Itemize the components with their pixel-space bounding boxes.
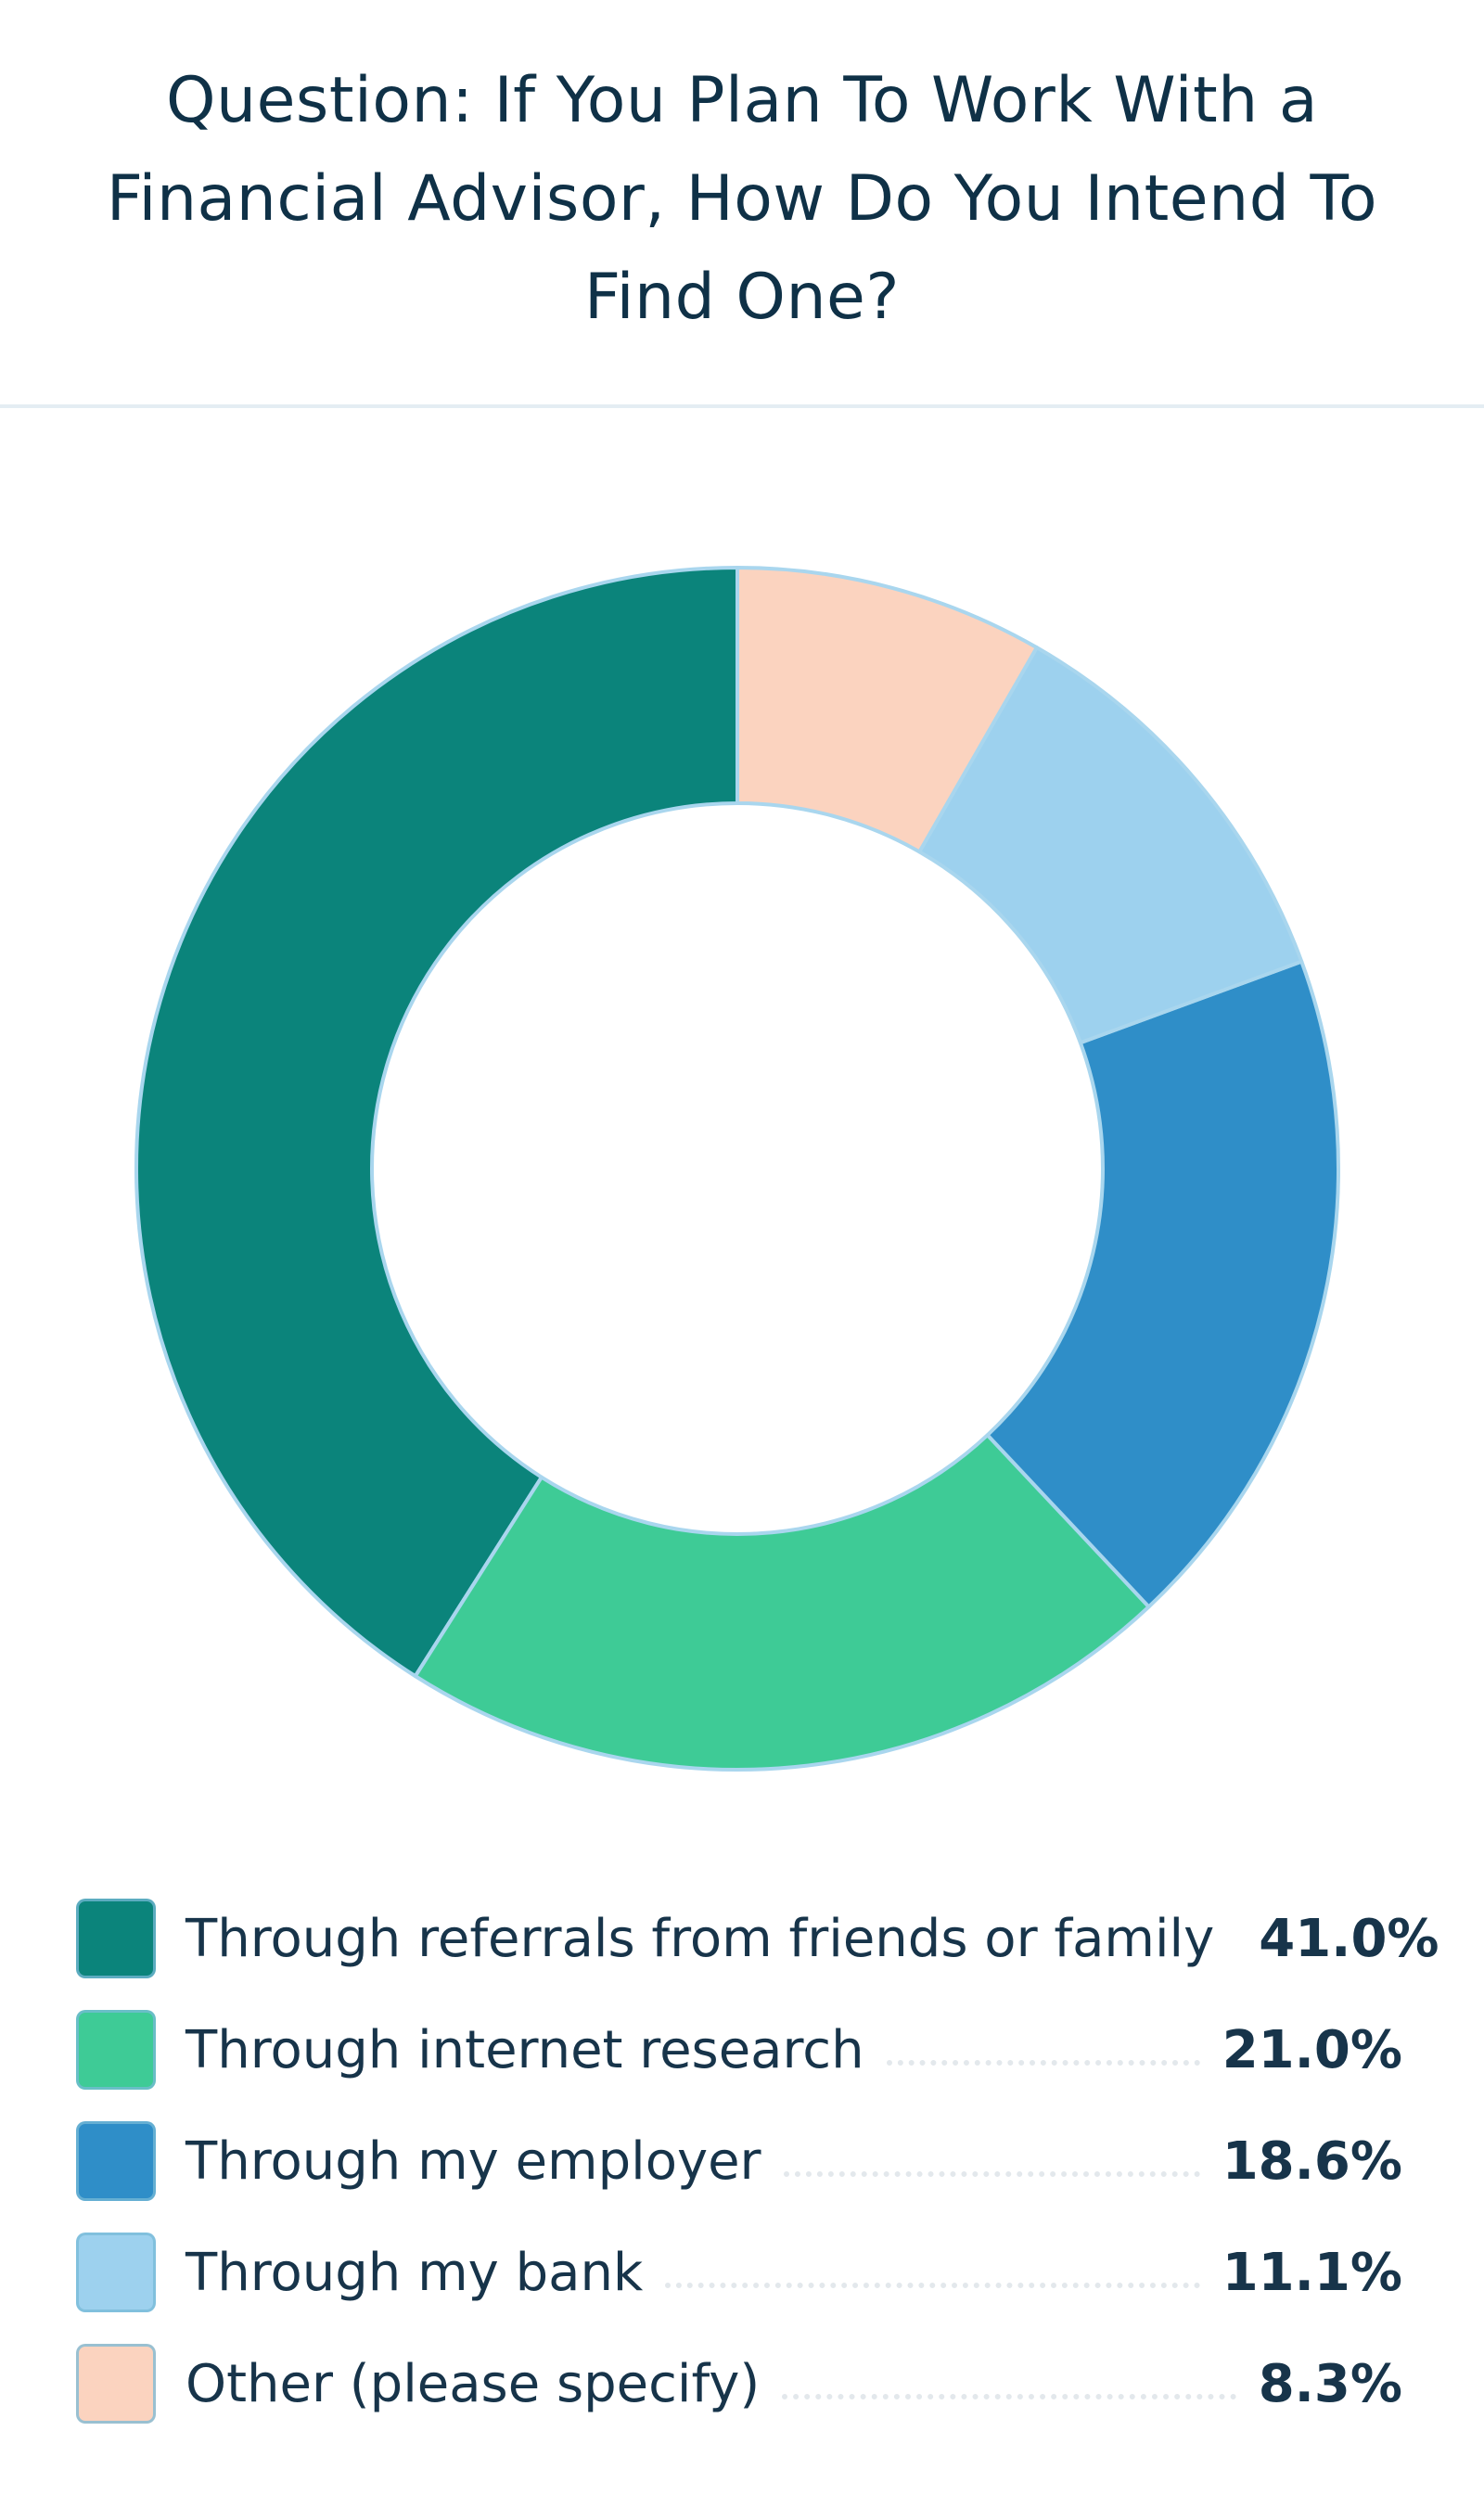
legend-value-employer: 18.6% <box>1222 2130 1402 2192</box>
legend-leader <box>783 2171 1200 2177</box>
donut-slices <box>134 566 1340 1772</box>
chart-title: Question: If You Plan To Work With a Fin… <box>106 64 1378 334</box>
legend-leader <box>782 2394 1236 2399</box>
legend-label-bank: Through my bank <box>186 2242 644 2303</box>
legend-item-referrals[interactable]: Through referrals from friends or family… <box>76 1883 1439 1994</box>
legend-item-other[interactable]: Other (please specify) 8.3% <box>76 2328 1402 2439</box>
legend-item-bank[interactable]: Through my bank 11.1% <box>76 2217 1402 2328</box>
slice-referrals[interactable] <box>134 566 739 1679</box>
legend-value-internet-research: 21.0% <box>1222 2019 1402 2080</box>
legend-label-referrals: Through referrals from friends or family <box>186 1908 1215 1969</box>
legend-leader <box>886 2060 1200 2066</box>
legend-label-internet-research: Through internet research <box>186 2019 864 2080</box>
slice-internet-research[interactable] <box>413 1433 1151 1772</box>
legend-swatch-other <box>76 2344 156 2424</box>
slice-other[interactable] <box>736 566 1039 854</box>
legend-leader <box>665 2283 1200 2288</box>
legend-item-internet-research[interactable]: Through internet research 21.0% <box>76 1994 1402 2105</box>
slice-employer[interactable] <box>985 959 1340 1609</box>
legend-swatch-bank <box>76 2233 156 2312</box>
donut-chart <box>134 566 1340 1772</box>
legend-swatch-employer <box>76 2121 156 2201</box>
legend-value-other: 8.3% <box>1258 2353 1402 2414</box>
legend-item-employer[interactable]: Through my employer 18.6% <box>76 2105 1402 2217</box>
legend-label-other: Other (please specify) <box>186 2353 761 2414</box>
legend-value-bank: 11.1% <box>1222 2242 1402 2303</box>
legend-value-referrals: 41.0% <box>1259 1908 1439 1969</box>
title-divider <box>0 404 1484 408</box>
legend-swatch-internet-research <box>76 2010 156 2090</box>
chart-legend: Through referrals from friends or family… <box>76 1883 1439 2439</box>
legend-swatch-referrals <box>76 1899 156 1978</box>
legend-label-employer: Through my employer <box>186 2130 761 2192</box>
slice-bank[interactable] <box>917 646 1304 1045</box>
